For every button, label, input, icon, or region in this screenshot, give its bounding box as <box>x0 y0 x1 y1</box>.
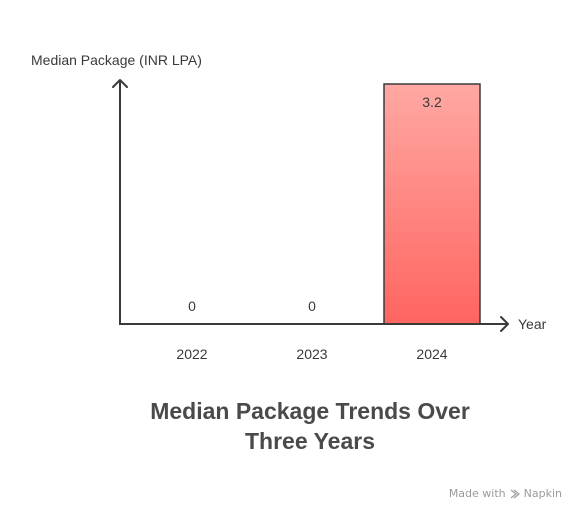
napkin-logo-icon <box>510 489 520 498</box>
y-axis-label: Median Package (INR LPA) <box>31 52 202 68</box>
x-axis-label: Year <box>518 316 547 332</box>
value-label-2023: 0 <box>308 298 316 314</box>
y-axis-arrow-icon <box>112 79 128 88</box>
value-label-2022: 0 <box>188 298 196 314</box>
x-tick-label-2024: 2024 <box>416 346 447 362</box>
watermark-prefix: Made with <box>448 487 506 500</box>
bar-chart: Median Package (INR LPA) Year 0 2022 0 2023… <box>31 52 547 362</box>
bar-2024 <box>383 83 481 325</box>
watermark: Made with Napkin <box>449 487 562 500</box>
x-tick-label-2023: 2023 <box>296 346 327 362</box>
x-tick-label-2022: 2022 <box>176 346 207 362</box>
labels-layer: 0 2022 0 2023 3.2 2024 <box>176 94 447 362</box>
bars-layer <box>383 83 481 325</box>
chart-title-line-2: Three Years <box>244 428 375 454</box>
x-axis-arrow-icon <box>500 316 509 332</box>
chart-title-line-1: Median Package Trends Over <box>150 398 470 424</box>
value-label-2024: 3.2 <box>422 94 442 110</box>
chart-title: Median Package Trends Over Three Years <box>0 396 576 456</box>
watermark-brand: Napkin <box>523 487 562 500</box>
